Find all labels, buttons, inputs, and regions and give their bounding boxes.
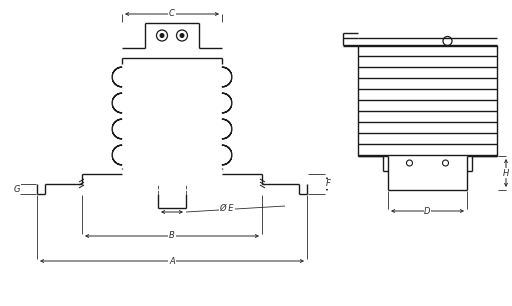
Text: F: F: [326, 180, 330, 188]
Text: A: A: [169, 256, 175, 266]
Circle shape: [160, 34, 164, 37]
Text: Ø E: Ø E: [220, 203, 234, 212]
Text: C: C: [169, 9, 175, 18]
Text: G: G: [14, 185, 20, 193]
Text: H: H: [503, 169, 509, 177]
Text: D: D: [424, 207, 431, 215]
Text: B: B: [169, 232, 175, 241]
Circle shape: [180, 34, 184, 37]
